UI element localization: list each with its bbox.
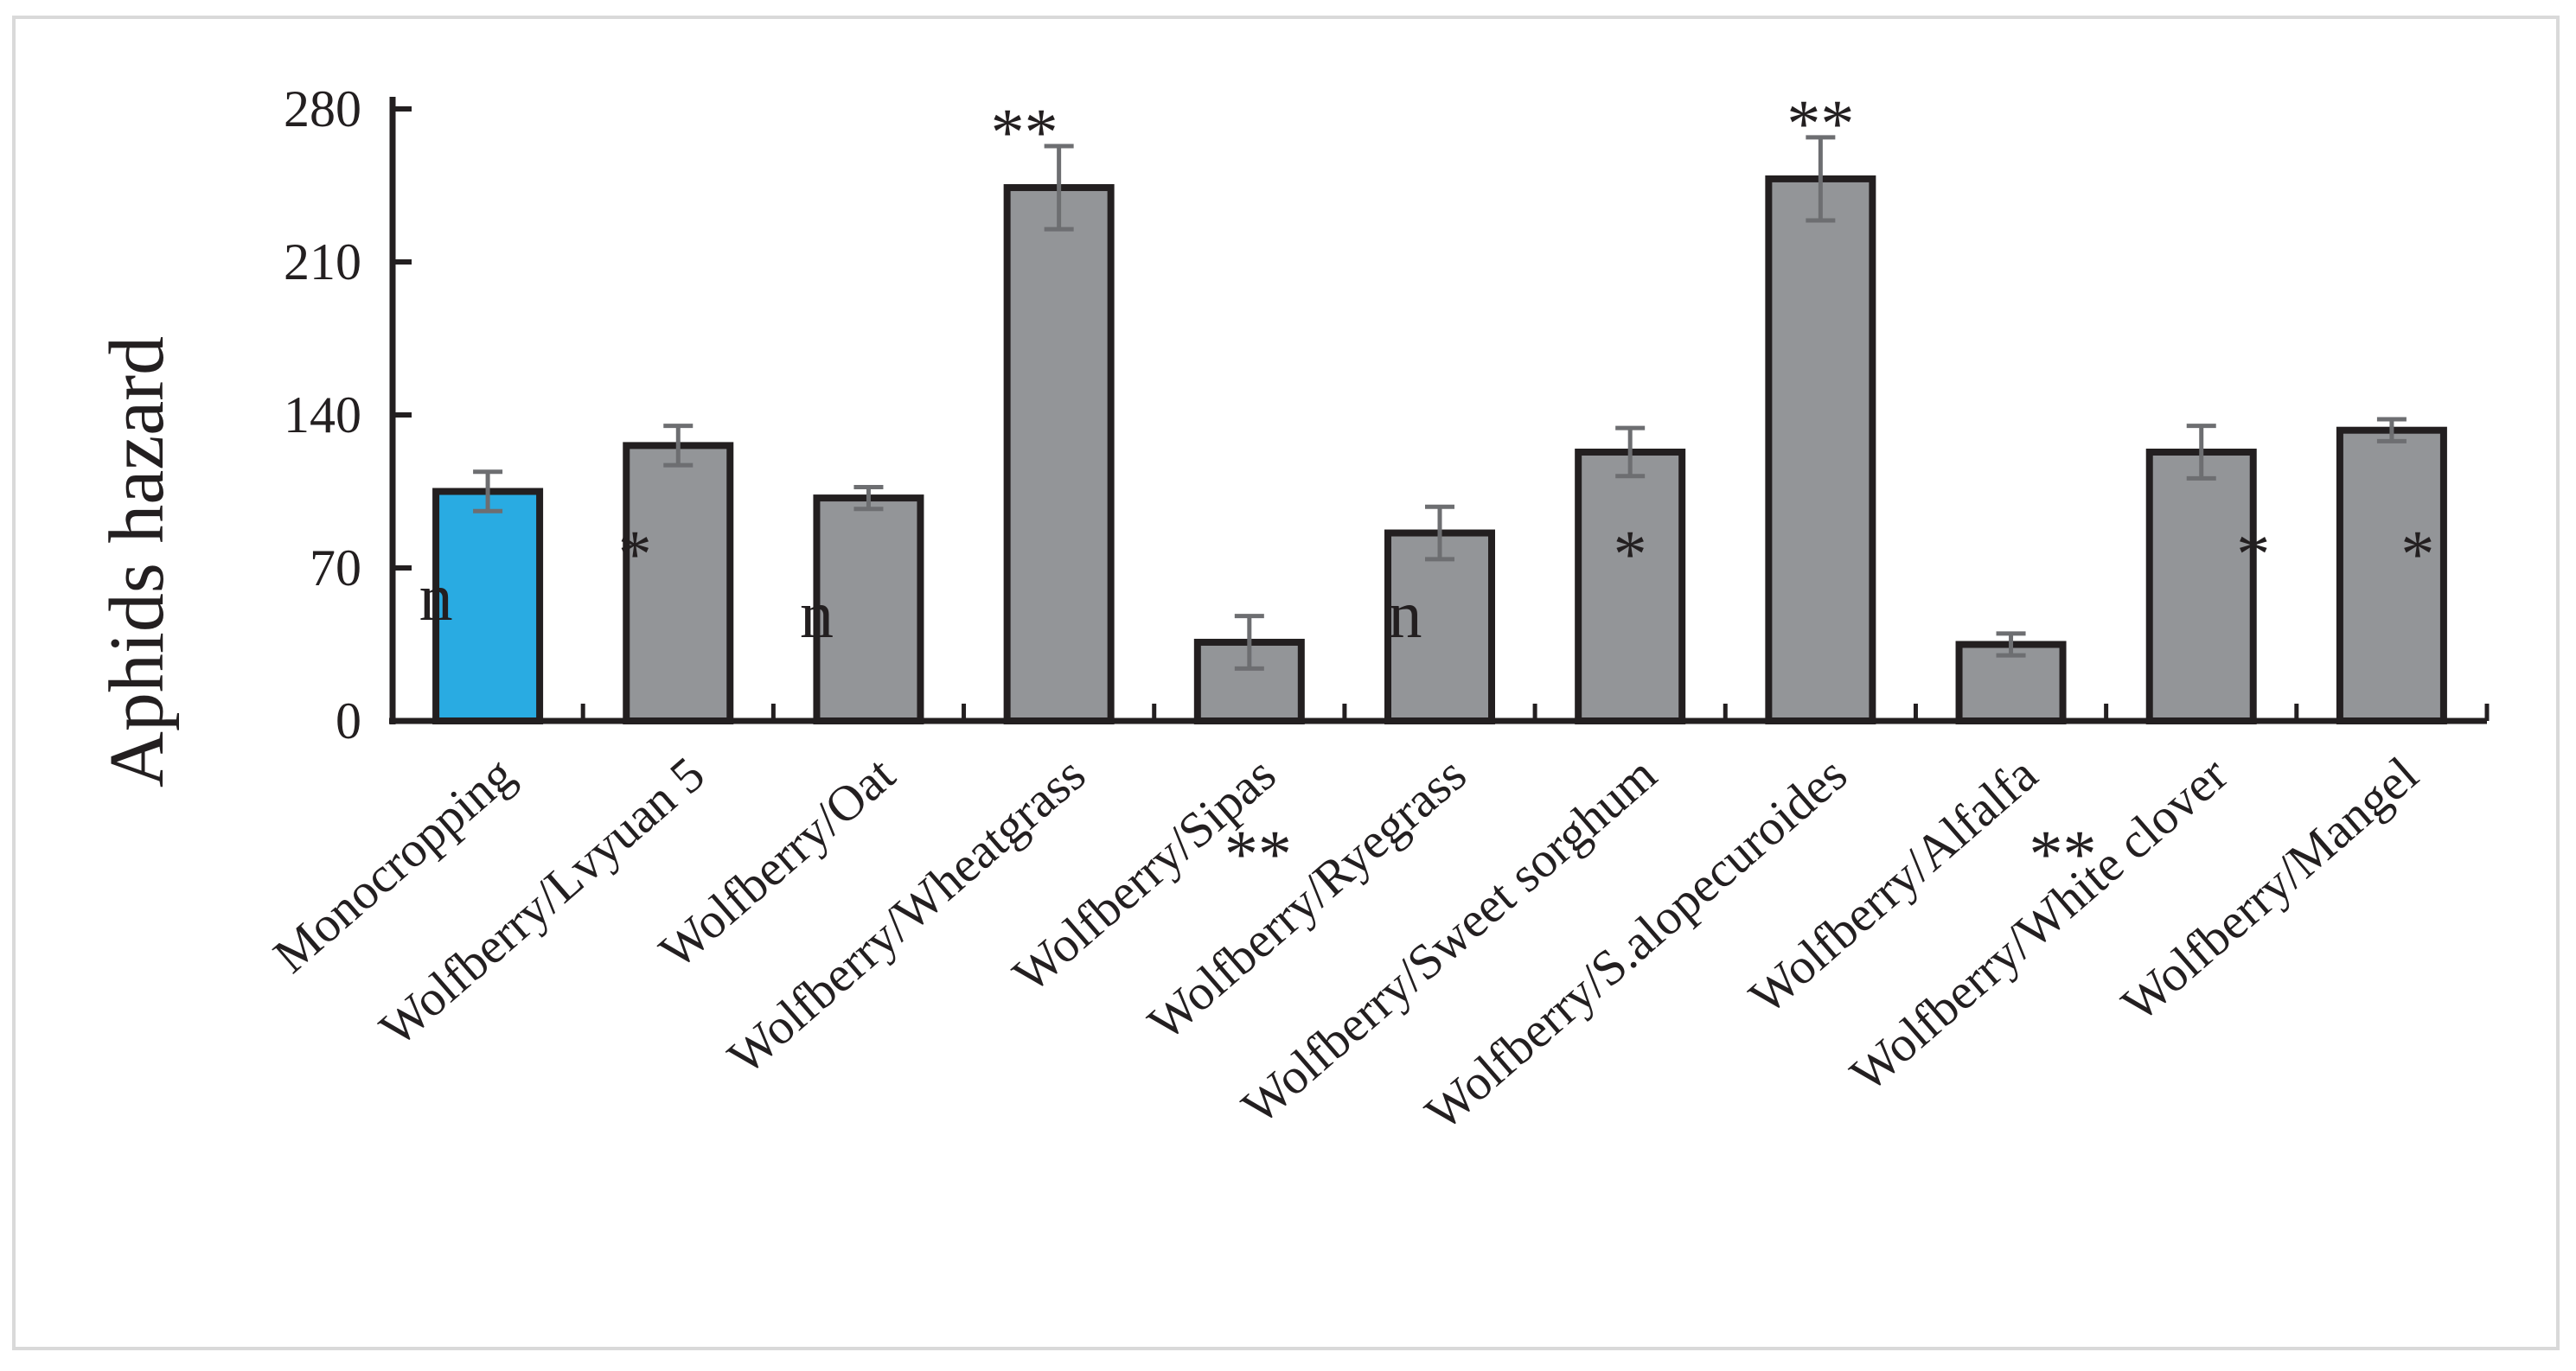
significance-marker: * [2236, 516, 2270, 591]
bar-7 [1765, 175, 1876, 724]
y-tick-label: 0 [336, 692, 361, 749]
significance-marker: * [2400, 516, 2434, 591]
bar-4 [1193, 638, 1305, 725]
y-tick-label: 280 [284, 80, 361, 137]
y-tick-label: 70 [310, 539, 361, 596]
significance-marker: n [800, 577, 834, 652]
significance-marker: * [1614, 516, 1647, 591]
x-tick-label: Wolfberry/Wheatgrass [717, 746, 1096, 1086]
bars-layer [432, 175, 2447, 725]
bar-chart: 0 70 140 210 280 MonocroppingWolfberry/Lvyua… [94, 80, 2490, 1141]
x-tick-label: Wolfberry/Ryegrass [1137, 746, 1476, 1051]
y-tick-label: 210 [284, 233, 361, 290]
significance-marker: n [1389, 577, 1422, 652]
significance-marker: ** [1787, 86, 1854, 161]
x-tick-label: Wolfberry/White clover [1839, 746, 2238, 1103]
bar-6 [1575, 448, 1686, 724]
significance-marker: ** [1224, 816, 1292, 891]
significance-marker: ** [991, 94, 1058, 169]
bar-9 [2145, 448, 2257, 724]
bar-3 [1003, 184, 1115, 724]
y-ticks-layer: 0 70 140 210 280 [284, 80, 412, 749]
y-tick-label: 140 [284, 386, 361, 443]
y-axis-label: Aphids hazard [94, 336, 180, 788]
annotations-layer: n*n****n****** * [419, 86, 2435, 891]
x-tick-label: Wolfberry/Lvyuan 5 [369, 746, 715, 1057]
significance-marker: ** [2029, 816, 2097, 891]
significance-marker: * [618, 516, 652, 591]
figure-frame: 0 70 140 210 280 Monocropping Wolfberry/Lvyua… [12, 16, 2560, 1350]
error-bars-layer [473, 135, 2407, 671]
axes-layer [389, 97, 2490, 724]
significance-marker: n [419, 559, 453, 634]
